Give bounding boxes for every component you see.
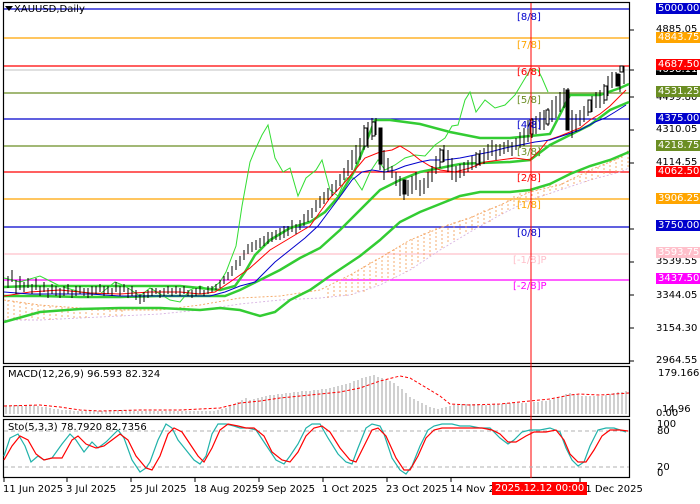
level-price-badge-5-8: 4531.25 (656, 86, 700, 97)
macd-axis-bottom: 0.00 (656, 408, 679, 419)
level-price-badge-0-8: 3750.00 (656, 220, 700, 231)
symbol-title: XAUUSD,Daily (14, 4, 85, 15)
level-price-badge-6-8: 4687.50 (656, 59, 700, 70)
level-price-badge-3-8: 4218.75 (656, 140, 700, 151)
price-tick: 4885.05 (656, 24, 698, 35)
level-label-3-8: [3/8] (517, 147, 541, 158)
level-label-5-8: [5/8] (517, 95, 541, 106)
level-label-8-8: [8/8] (517, 12, 541, 23)
stoch-signal-line (3, 423, 629, 471)
macd-label: MACD(12,26,9) 96.593 82.324 (8, 369, 161, 380)
stoch-axis-0: 0 (657, 468, 664, 479)
level-price-badge-1-8: 3906.25 (656, 193, 700, 204)
time-label: 1 Oct 2025 (322, 484, 378, 495)
macd-pane[interactable] (2, 365, 631, 418)
murrey-levels (4, 8, 629, 281)
price-tick: 3154.30 (656, 323, 698, 334)
price-tick: 2964.55 (656, 355, 698, 366)
level-label-0-8: [0/8] (517, 228, 541, 239)
macd-axis-overlap: 14.96 (662, 404, 691, 415)
time-label: 25 Jul 2025 (130, 484, 187, 495)
time-label: 14 Nov 2025 (450, 484, 515, 495)
stoch-main-line (3, 423, 627, 475)
level-price-badge-8-8: 5000.00 (656, 3, 700, 14)
time-label: 11 Jun 2025 (3, 484, 64, 495)
time-label: 18 Aug 2025 (194, 484, 259, 495)
level-label-4-8: [4/8] (517, 120, 541, 131)
stoch-pane[interactable] (2, 418, 631, 479)
level-label-1-8: [1/8] (517, 200, 541, 211)
price-pane[interactable] (2, 1, 631, 365)
level-label-2-8: [2/8] (517, 173, 541, 184)
price-tick: 3344.05 (656, 290, 698, 301)
macd-axis-top: 179.166 (658, 368, 700, 379)
level-price-badge-4-8: 4375.00 (656, 113, 700, 124)
level-label-6-8: [6/8] (517, 67, 541, 78)
level-price-badge-7-8: 4843.75 (656, 32, 700, 43)
level-label-7-8: [7/8] (517, 40, 541, 51)
level-price-badge-m1-8: 3593.75 (656, 247, 700, 258)
stoch-axis-80: 80 (657, 426, 670, 437)
time-label: 9 Sep 2025 (258, 484, 316, 495)
level-price-badge-m2-8: 3437.50 (656, 273, 700, 284)
ichimoku-cloud (3, 149, 630, 321)
price-tick: 4310.05 (656, 124, 698, 135)
level-label-m2-8: [-2/8]P (513, 281, 547, 292)
stoch-label: Sto(5,3,3) 78.7920 82.7356 (8, 422, 147, 433)
crosshair-time-badge: 2025.12.12 00:00 (492, 482, 588, 495)
level-label-m1-8: [-1/8]P (513, 255, 547, 266)
stoch-axis-20: 20 (657, 462, 670, 473)
price-tick: 4499.80 (656, 92, 698, 103)
price-tick: 3539.55 (656, 256, 698, 267)
price-axis-ticks (630, 29, 634, 362)
macd-histogram (5, 375, 627, 414)
price-tick: 4114.55 (656, 157, 698, 168)
collapse-triangle-icon[interactable] (5, 6, 13, 11)
stoch-axis-100: 100 (657, 419, 677, 430)
time-label: 3 Jul 2025 (66, 484, 117, 495)
time-label: 23 Oct 2025 (386, 484, 448, 495)
time-axis-ticks (3, 478, 581, 482)
time-label: 31 Dec 2025 (579, 484, 643, 495)
level-price-badge-2-8: 4062.50 (656, 166, 700, 177)
